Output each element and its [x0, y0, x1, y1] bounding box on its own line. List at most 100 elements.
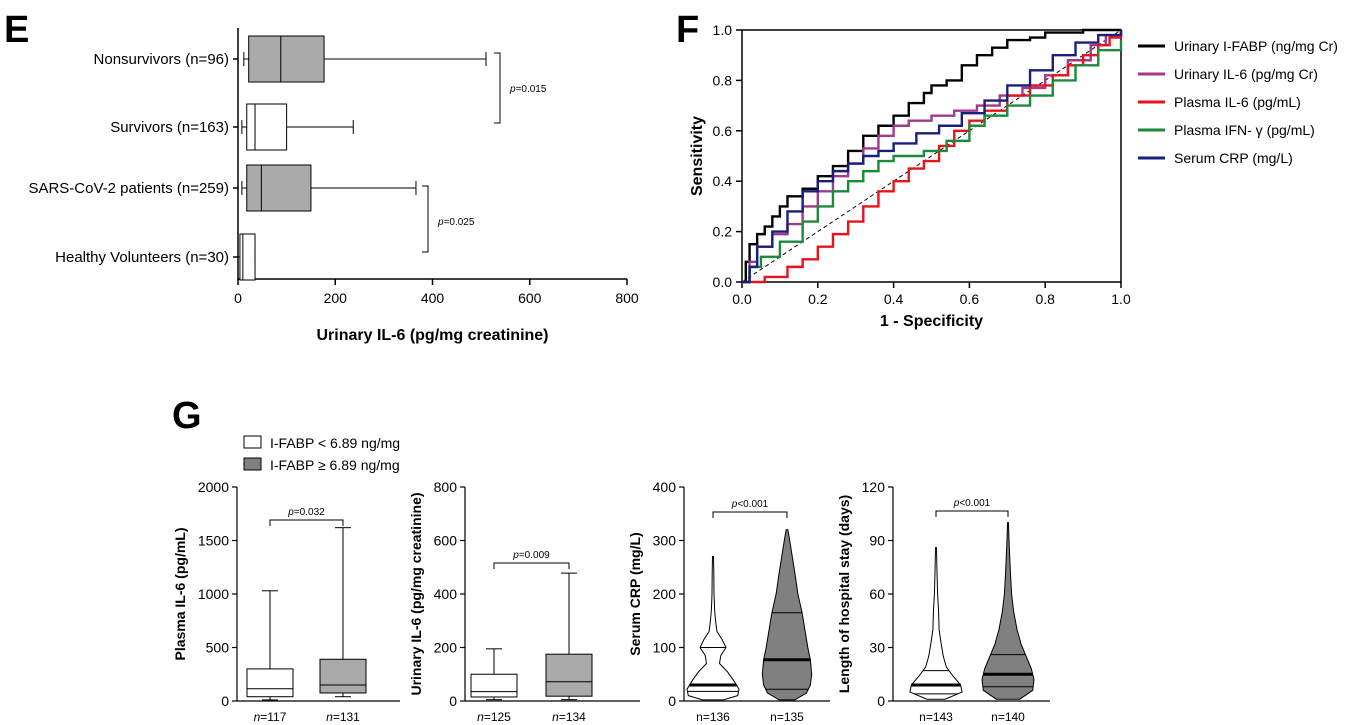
g-box [545, 653, 593, 697]
g-n-label: n=140 [991, 710, 1025, 724]
f-legend-label: Plasma IFN- γ (pg/mL) [1174, 122, 1315, 138]
g-y-tick-label: 500 [206, 640, 230, 656]
g-y-tick-label: 0 [877, 693, 885, 709]
e-x-tick-label: 800 [615, 290, 639, 306]
e-x-tick-label: 400 [421, 290, 445, 306]
f-y-axis-title: Sensitivity [689, 116, 706, 196]
e-box [248, 35, 325, 83]
g-legend-label: I-FABP < 6.89 ng/mg [270, 435, 400, 451]
panel-letter-g: G [172, 395, 202, 437]
g-y-tick-label: 30 [869, 640, 885, 656]
g-p-value: p=0.009 [512, 550, 550, 561]
e-x-tick-label: 600 [518, 290, 542, 306]
g-y-tick-label: 100 [653, 640, 677, 656]
f-legend-label: Plasma IL-6 (pg/mL) [1174, 94, 1301, 110]
g-y-tick-label: 2000 [198, 479, 229, 495]
g-y-tick-label: 200 [653, 586, 677, 602]
g-significance-bracket [493, 562, 570, 569]
e-category-label: Survivors (n=163) [110, 119, 229, 136]
f-plot-frame [741, 29, 1122, 283]
f-roc-curve [742, 30, 1123, 284]
f-x-tick-label: 0.0 [732, 291, 752, 307]
g-y-tick-label: 90 [869, 533, 885, 549]
f-y-tick-label: 0.8 [713, 72, 733, 88]
panel-letter-e: E [4, 9, 29, 51]
f-x-axis-title: 1 - Specificity [880, 313, 983, 330]
g-y-tick-label: 0 [221, 693, 229, 709]
g-n-label: n=125 [477, 710, 511, 724]
g-y-axis-title: Urinary IL-6 (pg/mg creatinine) [408, 492, 424, 695]
e-category-label: Healthy Volunteers (n=30) [55, 249, 229, 266]
f-x-tick-label: 0.8 [1035, 291, 1055, 307]
g-p-value: p<0.001 [731, 499, 769, 510]
g-n-label: n=134 [552, 710, 586, 724]
f-y-tick-label: 1.0 [713, 22, 733, 38]
g-legend-swatch [243, 435, 262, 449]
g-significance-bracket [935, 510, 1009, 517]
f-y-tick-label: 0.2 [713, 224, 733, 240]
e-x-axis-title: Urinary IL-6 (pg/mg creatinine) [316, 327, 548, 344]
f-x-tick-label: 1.0 [1111, 291, 1131, 307]
f-roc-curve [742, 30, 1123, 284]
g-significance-bracket [712, 511, 788, 518]
g-n-label: n=135 [770, 710, 804, 724]
g-p-value: p<0.001 [953, 498, 991, 509]
e-p-value: p=0.015 [509, 84, 547, 95]
g-n-label: n=131 [326, 710, 360, 724]
f-legend-label: Urinary I-FABP (ng/mg Cr) [1174, 38, 1338, 54]
e-category-label: SARS-CoV-2 patients (n=259) [28, 180, 229, 197]
g-violin [761, 529, 813, 701]
f-roc-curve [742, 40, 1123, 284]
f-x-tick-label: 0.4 [884, 291, 904, 307]
e-box [239, 233, 256, 281]
e-significance-bracket [422, 185, 429, 253]
g-violin [909, 547, 963, 700]
f-x-tick-label: 0.2 [808, 291, 828, 307]
g-y-tick-label: 0 [668, 693, 676, 709]
g-y-tick-label: 300 [653, 533, 677, 549]
g-y-tick-label: 120 [862, 479, 886, 495]
g-p-value: p=0.032 [287, 507, 325, 518]
g-y-tick-label: 0 [449, 693, 457, 709]
g-y-tick-label: 1000 [198, 586, 229, 602]
f-roc-curve [742, 28, 1121, 284]
g-violin [981, 522, 1035, 700]
g-y-tick-label: 400 [434, 586, 458, 602]
e-box [246, 103, 288, 151]
g-legend-label: I-FABP ≥ 6.89 ng/mg [270, 457, 400, 473]
g-y-axis-title: Serum CRP (mg/L) [627, 532, 643, 655]
e-box [246, 164, 312, 212]
g-y-tick-label: 60 [869, 586, 885, 602]
e-p-value: p=0.025 [437, 217, 475, 228]
g-y-axis-title: Length of hospital stay (days) [836, 495, 852, 693]
g-y-tick-label: 200 [434, 640, 458, 656]
g-legend-swatch [243, 457, 262, 471]
g-y-tick-label: 600 [434, 533, 458, 549]
g-y-axis-title: Plasma IL-6 (pg/mL) [172, 527, 188, 660]
f-legend-label: Urinary IL-6 (pg/mg Cr) [1174, 66, 1318, 82]
g-y-tick-label: 1500 [198, 533, 229, 549]
e-category-label: Nonsurvivors (n=96) [94, 51, 229, 68]
panel-letter-f: F [676, 9, 699, 51]
e-x-tick-label: 200 [324, 290, 348, 306]
g-violin [686, 555, 740, 701]
e-x-tick-label: 0 [234, 290, 242, 306]
f-reference-line [741, 29, 1122, 283]
f-y-tick-label: 0.4 [713, 173, 733, 189]
g-n-label: n=136 [696, 710, 730, 724]
g-significance-bracket [269, 519, 344, 526]
e-significance-bracket [494, 52, 501, 124]
g-y-tick-label: 800 [434, 479, 458, 495]
g-box [470, 673, 518, 698]
f-y-tick-label: 0.0 [713, 274, 733, 290]
g-box [319, 658, 367, 694]
g-n-label: n=143 [919, 710, 953, 724]
f-legend-label: Serum CRP (mg/L) [1174, 150, 1293, 166]
g-y-tick-label: 400 [653, 479, 677, 495]
f-x-tick-label: 0.6 [960, 291, 980, 307]
g-n-label: n=117 [254, 710, 287, 724]
f-y-tick-label: 0.6 [713, 123, 733, 139]
g-box [246, 668, 294, 698]
